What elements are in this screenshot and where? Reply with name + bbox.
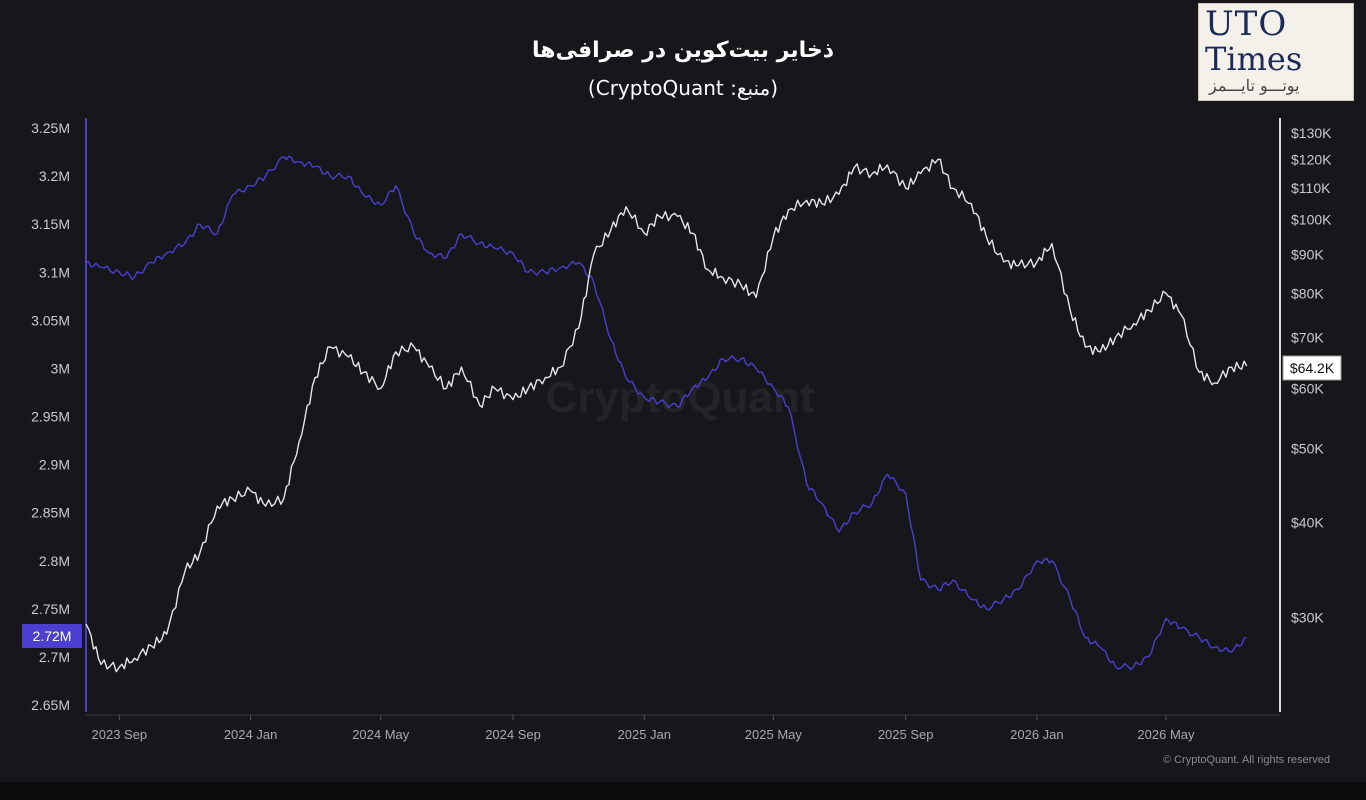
left-current-value-badge: 2.72M (22, 624, 82, 648)
series-layer (85, 155, 1248, 673)
right-tick-label: $120K (1291, 151, 1332, 167)
left-current-badge-bg (22, 624, 82, 648)
left-tick-label: 3.05M (31, 312, 70, 328)
x-tick-label: 2026 May (1137, 727, 1195, 742)
left-tick-label: 2.85M (31, 505, 70, 521)
left-tick-label: 3.25M (31, 120, 70, 136)
right-tick-label: $40K (1291, 514, 1324, 530)
left-tick-label: 3.15M (31, 216, 70, 232)
x-tick-label: 2024 Jan (224, 727, 278, 742)
x-tick-label: 2023 Sep (92, 727, 148, 742)
left-tick-label: 2.7M (39, 649, 70, 665)
right-tick-label: $110K (1291, 180, 1331, 196)
x-tick-label: 2024 Sep (485, 727, 541, 742)
x-tick-label: 2026 Jan (1010, 727, 1064, 742)
left-tick-label: 2.65M (31, 697, 70, 713)
logo-line-2: Times (1205, 40, 1303, 78)
chart-subtitle: (منبع: CryptoQuant) (587, 76, 779, 100)
left-current-value-label: 2.72M (33, 628, 72, 644)
left-tick-label: 2.75M (31, 601, 70, 617)
left-tick-label: 2.95M (31, 409, 70, 425)
x-tick-label: 2025 Jan (618, 727, 672, 742)
left-axis-ticks: 3.25M 3.2M 3.15M 3.1M 3.05M 3M 2.95M 2.9M 2.85M 2… (31, 120, 70, 713)
right-tick-label: $70K (1291, 329, 1324, 345)
price-series-line (85, 158, 1248, 673)
reserve-series-line (85, 155, 1247, 671)
logo-line-1: UTO (1205, 4, 1288, 44)
copyright-text: © CryptoQuant. All rights reserved (1163, 754, 1330, 766)
chart-title: ذخایر بیت‌کوین در صرافی‌ها (531, 38, 835, 63)
right-axis-ticks: $130K $120K $110K $100K $90K $80K $70K $60K $50K… (1291, 125, 1332, 625)
x-tick-label: 2024 May (352, 727, 410, 742)
chart-canvas: CryptoQuant 3.25M 3.2M 3.15M 3.1M 3.05M 3M 2.9… (22, 118, 1342, 766)
left-tick-label: 2.8M (39, 553, 70, 569)
left-tick-label: 2.9M (39, 457, 70, 473)
right-tick-label: $60K (1291, 380, 1324, 396)
x-tick-label: 2025 Sep (878, 727, 934, 742)
left-tick-label: 3M (51, 360, 70, 376)
left-tick-label: 3.1M (39, 264, 70, 280)
left-tick-label: 3.2M (39, 168, 70, 184)
watermark: CryptoQuant (546, 373, 815, 422)
bottom-strip (0, 782, 1366, 800)
right-current-badge-bg (1282, 355, 1342, 381)
right-tick-label: $50K (1291, 441, 1324, 457)
right-tick-label: $130K (1291, 125, 1332, 141)
uto-times-logo: UTO Times یوتـــو تایـــمز (1198, 3, 1354, 101)
right-tick-label: $90K (1291, 246, 1324, 262)
right-tick-label: $100K (1291, 212, 1332, 228)
x-tick-label: 2025 May (745, 727, 803, 742)
right-current-value-badge: $64.2K (1282, 355, 1342, 381)
right-tick-label: $30K (1291, 609, 1324, 625)
right-current-value-label: $64.2K (1290, 360, 1335, 376)
right-tick-label: $80K (1291, 285, 1324, 301)
logo-line-3: یوتـــو تایـــمز (1209, 76, 1300, 95)
x-axis-ticks: 2023 Sep 2024 Jan 2024 May 2024 Sep 2025 Jan… (92, 715, 1195, 742)
chart-frame: CryptoQuant 3.25M 3.2M 3.15M 3.1M 3.05M 3M 2.9… (22, 3, 1354, 766)
